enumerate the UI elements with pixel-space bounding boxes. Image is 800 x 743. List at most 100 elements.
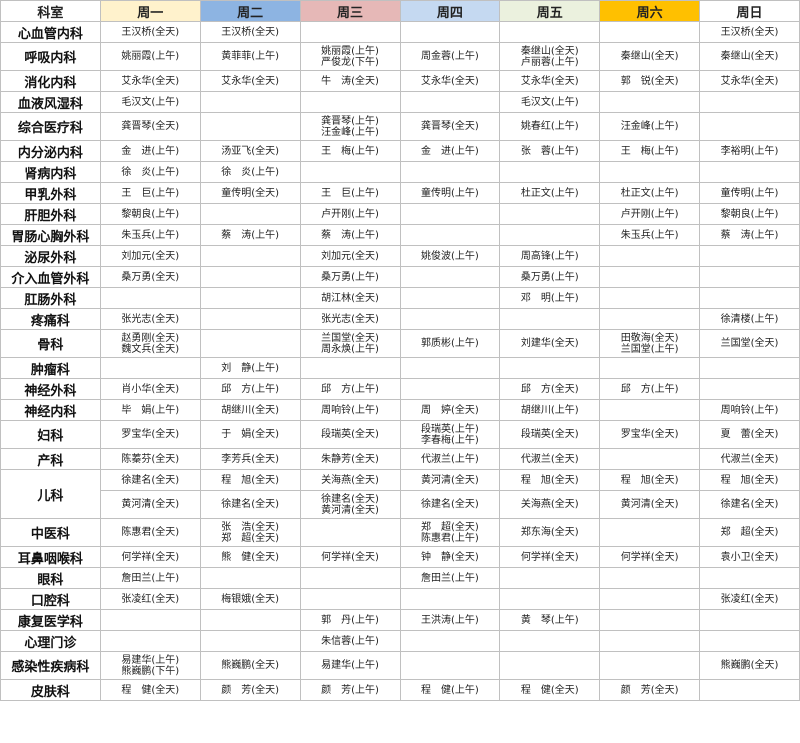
- schedule-cell: 肖小华(全天): [99, 378, 201, 400]
- doctor-entry: 代淑兰(全天): [720, 453, 779, 465]
- doctor-entry: 龚晋琴(全天): [421, 121, 479, 132]
- schedule-cell: [599, 651, 701, 680]
- doctor-entry: 周高锋(上午): [520, 250, 579, 262]
- schedule-row: 泌尿外科 刘加元(全天) 刘加元(全天) 姚俊波(上午) 周高锋(上午): [0, 245, 800, 267]
- doctor-entry: 段瑞英(全天): [520, 429, 579, 440]
- schedule-cell: [399, 357, 501, 379]
- schedule-row: 感染性疾病科 易建华(上午) 熊巍鹏(下午) 熊巍鹏(全天) 易建华(上午) 熊巍鹏(全天…: [0, 651, 800, 680]
- doctor-entry: 王汉桥(全天): [121, 26, 180, 38]
- schedule-cell: [399, 630, 501, 652]
- schedule-cell: 邓 明(上午): [499, 287, 601, 309]
- schedule-cell: 艾永华(全天): [499, 70, 601, 92]
- schedule-cell: [299, 518, 401, 547]
- schedule-row: 骨科 赵勇刚(全天) 魏文兵(全天) 兰国堂(全天) 周永焕(上午) 郭质彬(上午) 刘建华…: [0, 329, 800, 358]
- schedule-cell: [99, 287, 201, 309]
- schedule-cell: 田敬海(全天) 兰国堂(上午): [599, 329, 701, 358]
- schedule-row: 心理门诊 朱信蓉(上午): [0, 630, 800, 652]
- schedule-cell: 兰国堂(全天) 周永焕(上午): [299, 329, 401, 358]
- doctor-entry: 黄 琴(上午): [520, 614, 579, 626]
- doctor-entry: 龚晋琴(全天): [121, 121, 180, 132]
- schedule-cell: 何学祥(全天): [499, 546, 601, 568]
- schedule-cell: [99, 357, 201, 379]
- doctor-entry: 刘建华(全天): [520, 338, 579, 349]
- doctor-entry: 程 健(上午): [421, 684, 479, 696]
- department: 神经内科: [0, 399, 101, 421]
- schedule-cell: 姚丽霞(上午) 严俊龙(下午): [299, 42, 401, 71]
- schedule-cell: 段瑞英(全天): [299, 420, 401, 449]
- schedule-cell: [399, 588, 501, 610]
- department: 儿科: [0, 469, 101, 519]
- doctor-entry: 朱玉兵(上午): [121, 229, 180, 241]
- schedule-cell: [499, 630, 601, 652]
- doctor-entry: 姚俊波(上午): [421, 250, 479, 262]
- doctor-entry: 邱 方(上午): [321, 383, 379, 395]
- schedule-cell: 代淑兰(全天): [499, 448, 601, 470]
- schedule-cell: 刘建华(全天): [499, 329, 601, 358]
- doctor-entry: 钟 静(全天): [421, 551, 479, 563]
- doctor-entry: 代淑兰(上午): [421, 453, 479, 465]
- schedule-cell: 蔡 涛(上午): [199, 224, 301, 246]
- department: 肛肠外科: [0, 287, 101, 309]
- doctor-entry: 罗宝华(全天): [121, 429, 180, 440]
- schedule-cell: 熊巍鹏(全天): [199, 651, 301, 680]
- schedule-cell: [499, 588, 601, 610]
- schedule-cell: [599, 21, 701, 43]
- schedule-row: 内分泌内科 金 进(上午) 汤亚飞(全天) 王 梅(上午) 金 进(上午) 张 蓉(上午)…: [0, 140, 800, 162]
- doctor-entry: 刘加元(全天): [321, 250, 379, 262]
- schedule-cell: 兰国堂(全天): [699, 329, 800, 358]
- doctor-entry: 兰国堂(上午): [620, 343, 679, 355]
- schedule-cell: 徐建名(全天): [399, 490, 501, 519]
- schedule-cell: 朱玉兵(上午): [599, 224, 701, 246]
- schedule-cell: [299, 567, 401, 589]
- schedule-cell: 卢开刚(上午): [599, 203, 701, 225]
- schedule-cell: 张凌红(全天): [699, 588, 800, 610]
- department: 泌尿外科: [0, 245, 101, 267]
- schedule-cell: [599, 266, 701, 288]
- doctor-entry: 程 旭(全天): [520, 474, 579, 486]
- doctor-entry: 卢开刚(上午): [620, 208, 679, 220]
- doctor-entry: 徐 炎(上午): [121, 166, 180, 178]
- schedule-cell: 桑万勇(上午): [299, 266, 401, 288]
- schedule-row: 黄河清(全天) 徐建名(全天) 徐建名(全天) 黄河清(全天) 徐建名(全天) 关海燕(全…: [1, 490, 800, 519]
- schedule-cell: 杜正文(上午): [499, 182, 601, 204]
- schedule-cell: [199, 308, 301, 330]
- schedule-cell: [199, 567, 301, 589]
- doctor-entry: 严俊龙(下午): [321, 56, 379, 68]
- schedule-cell: [199, 245, 301, 267]
- column-header: 科室: [0, 0, 101, 22]
- schedule-cell: [699, 112, 800, 141]
- schedule-cell: 朱信蓉(上午): [299, 630, 401, 652]
- doctor-entry: 艾永华(全天): [121, 75, 180, 87]
- schedule-cell: 徐建名(全天): [199, 490, 301, 519]
- doctor-entry: 代淑兰(全天): [520, 453, 579, 465]
- column-header: 周一: [99, 0, 201, 22]
- schedule-cell: [699, 91, 800, 113]
- schedule-row: 眼科 詹田兰(上午) 詹田兰(上午): [0, 567, 800, 589]
- schedule-cell: 程 健(全天): [99, 679, 201, 701]
- doctor-entry: 杜正文(上午): [520, 187, 579, 199]
- doctor-entry: 邓 明(上午): [520, 292, 579, 304]
- schedule-cell: 童传明(全天): [199, 182, 301, 204]
- schedule-cell: [399, 91, 501, 113]
- doctor-entry: 周永焕(上午): [321, 343, 379, 355]
- doctor-entry: 黄河清(全天): [620, 499, 679, 510]
- doctor-entry: 蔡 涛(上午): [321, 229, 379, 241]
- doctor-entry: 卢丽蓉(上午): [520, 56, 579, 68]
- schedule-cell: [399, 308, 501, 330]
- doctor-entry: 朱静芳(全天): [321, 453, 379, 465]
- schedule-cell: [699, 161, 800, 183]
- schedule-cell: [599, 245, 701, 267]
- schedule-cell: 龚晋琴(全天): [399, 112, 501, 141]
- doctor-entry: 熊巍鹏(全天): [221, 660, 280, 671]
- doctor-entry: 周响铃(上午): [720, 404, 779, 416]
- doctor-entry: 胡继川(全天): [221, 404, 280, 416]
- doctor-entry: 徐建名(全天): [421, 499, 479, 510]
- schedule-cell: 郑 超(全天): [699, 518, 800, 547]
- schedule-cell: 詹田兰(上午): [399, 567, 501, 589]
- doctor-entry: 何学祥(全天): [121, 551, 180, 563]
- doctor-entry: 卢开刚(上午): [321, 208, 379, 220]
- doctor-entry: 邱 方(全天): [520, 383, 579, 395]
- doctor-entry: 黄河清(全天): [321, 504, 379, 516]
- doctor-entry: 田敬海(全天): [620, 332, 679, 344]
- department: 内分泌内科: [0, 140, 101, 162]
